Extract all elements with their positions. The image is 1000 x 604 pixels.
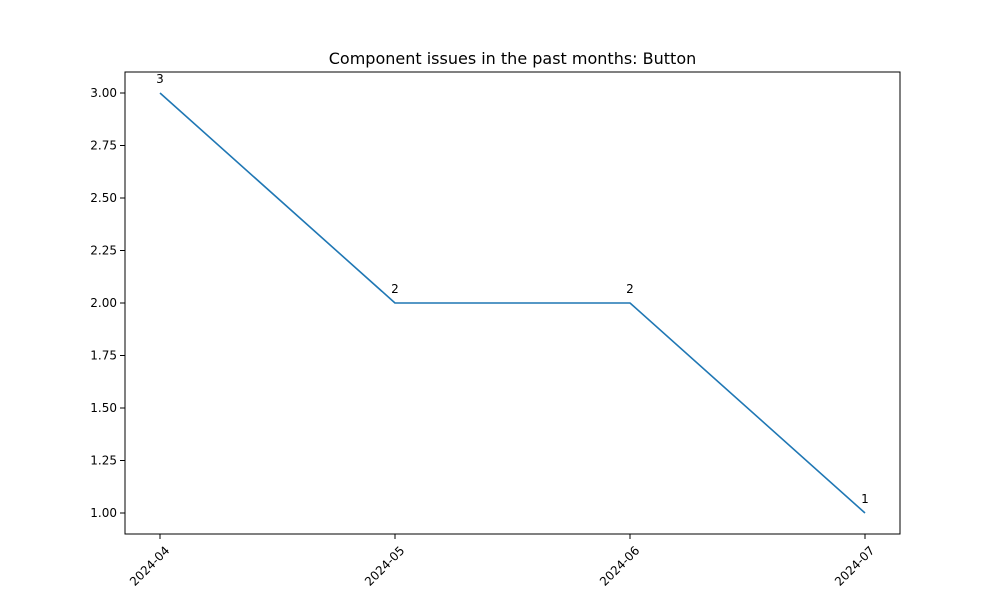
x-tick-label: 2024-05 [362, 543, 407, 588]
data-label: 3 [156, 72, 164, 86]
y-tick-label: 1.50 [90, 401, 117, 415]
data-label: 1 [861, 492, 869, 506]
y-tick-label: 2.50 [90, 191, 117, 205]
y-tick-label: 1.00 [90, 506, 117, 520]
y-tick-label: 1.75 [90, 349, 117, 363]
x-tick-label: 2024-07 [832, 543, 877, 588]
chart-title: Component issues in the past months: But… [329, 49, 697, 68]
series-line [160, 93, 865, 513]
y-tick-label: 2.00 [90, 296, 117, 310]
y-tick-label: 1.25 [90, 454, 117, 468]
y-tick-label: 2.75 [90, 139, 117, 153]
data-labels: 3 2 2 1 [156, 72, 869, 506]
x-axis: 2024-04 2024-05 2024-06 2024-07 [127, 534, 877, 589]
y-axis: 1.00 1.25 1.50 1.75 2.00 2.25 2.50 2.75 3.00 [90, 86, 125, 520]
y-tick-label: 2.25 [90, 244, 117, 258]
data-label: 2 [391, 282, 399, 296]
y-tick-label: 3.00 [90, 86, 117, 100]
x-tick-label: 2024-06 [597, 543, 642, 588]
data-label: 2 [626, 282, 634, 296]
x-tick-label: 2024-04 [127, 543, 172, 588]
plot-series [160, 93, 865, 513]
